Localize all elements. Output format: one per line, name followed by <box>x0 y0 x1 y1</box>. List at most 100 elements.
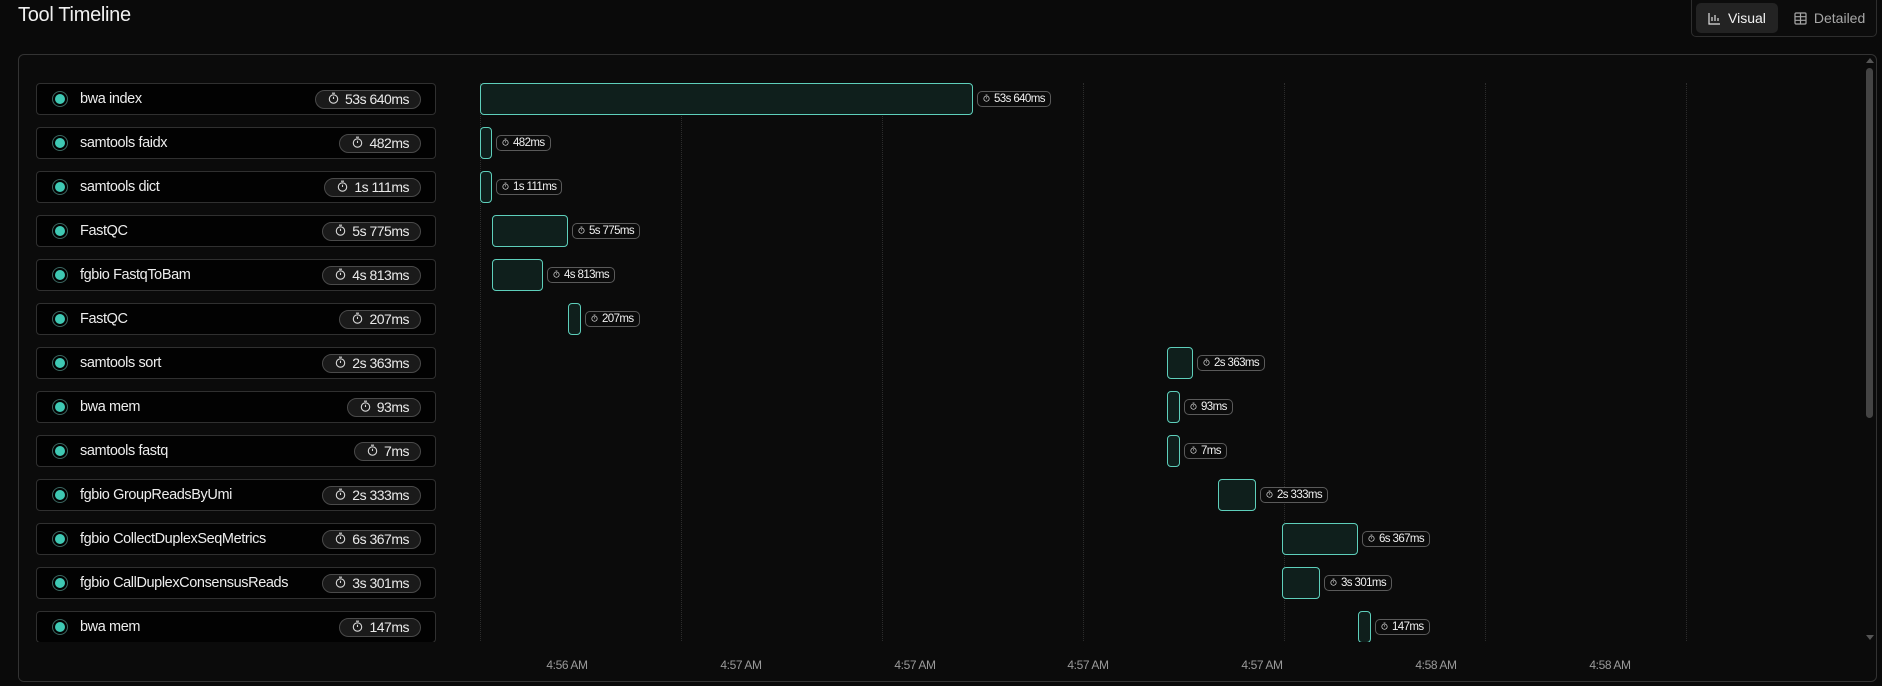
tool-row[interactable]: fgbio GroupReadsByUmi 2s 333ms <box>36 479 436 511</box>
duration-text: 482ms <box>369 135 409 151</box>
stopwatch-icon <box>578 225 585 237</box>
status-complete-icon <box>52 179 68 195</box>
detailed-view-button[interactable]: Detailed <box>1782 3 1877 33</box>
vertical-scrollbar[interactable] <box>1863 55 1876 645</box>
tool-name: fgbio GroupReadsByUmi <box>80 487 232 503</box>
bar-duration-text: 7ms <box>1201 445 1222 457</box>
stopwatch-icon <box>335 223 346 239</box>
duration-text: 6s 367ms <box>352 531 409 547</box>
timeline-bar[interactable] <box>1282 523 1358 555</box>
bar-duration-text: 1s 111ms <box>513 181 557 193</box>
status-complete-icon <box>52 531 68 547</box>
gridline <box>882 83 883 643</box>
duration-text: 2s 363ms <box>352 355 409 371</box>
duration-badge: 147ms <box>339 617 421 637</box>
status-complete-icon <box>52 135 68 151</box>
bar-duration-label: 2s 363ms <box>1197 355 1266 371</box>
stopwatch-icon <box>1190 445 1197 457</box>
timeline-bar[interactable] <box>568 303 581 335</box>
tool-row[interactable]: fgbio FastqToBam 4s 813ms <box>36 259 436 291</box>
status-complete-icon <box>52 267 68 283</box>
duration-badge: 53s 640ms <box>315 89 421 109</box>
stopwatch-icon <box>1368 533 1375 545</box>
tool-row[interactable]: bwa mem 147ms <box>36 611 436 643</box>
duration-badge: 5s 775ms <box>322 221 421 241</box>
duration-badge: 3s 301ms <box>322 573 421 593</box>
timeline-bar[interactable] <box>1218 479 1256 511</box>
status-complete-icon <box>52 355 68 371</box>
tool-name: fgbio FastqToBam <box>80 267 191 283</box>
tool-row[interactable]: bwa index 53s 640ms <box>36 83 436 115</box>
tool-name: fgbio CollectDuplexSeqMetrics <box>80 531 266 547</box>
tool-row[interactable]: samtools dict 1s 111ms <box>36 171 436 203</box>
bar-duration-label: 4s 813ms <box>547 267 616 283</box>
bar-duration-text: 6s 367ms <box>1379 533 1425 545</box>
gridline <box>480 83 481 643</box>
timeline-bar[interactable] <box>480 171 492 203</box>
tool-name: samtools dict <box>80 179 160 195</box>
tool-row[interactable]: FastQC 5s 775ms <box>36 215 436 247</box>
status-complete-icon <box>52 91 68 107</box>
stopwatch-icon <box>352 311 363 327</box>
tool-row[interactable]: fgbio CallDuplexConsensusReads 3s 301ms <box>36 567 436 599</box>
duration-badge: 207ms <box>339 309 421 329</box>
visual-view-button[interactable]: Visual <box>1696 3 1778 33</box>
bar-duration-text: 3s 301ms <box>1341 577 1387 589</box>
status-complete-icon <box>52 311 68 327</box>
timeline-bar[interactable] <box>480 83 973 115</box>
bar-duration-text: 5s 775ms <box>589 225 635 237</box>
timeline-bar[interactable] <box>480 127 492 159</box>
tool-row[interactable]: bwa mem 93ms <box>36 391 436 423</box>
bar-duration-label: 1s 111ms <box>496 179 563 195</box>
status-complete-icon <box>52 399 68 415</box>
status-complete-icon <box>52 575 68 591</box>
stopwatch-icon <box>502 137 509 149</box>
stopwatch-icon <box>328 91 339 107</box>
scroll-up-arrow-icon[interactable] <box>1866 58 1874 63</box>
view-toggle: Visual Detailed <box>1691 0 1877 37</box>
table-icon <box>1794 11 1807 25</box>
scroll-down-arrow-icon[interactable] <box>1866 635 1874 640</box>
gridline <box>1083 83 1084 643</box>
duration-badge: 7ms <box>354 441 421 461</box>
tool-row[interactable]: samtools sort 2s 363ms <box>36 347 436 379</box>
tool-row[interactable]: samtools faidx 482ms <box>36 127 436 159</box>
status-complete-icon <box>52 443 68 459</box>
detailed-view-label: Detailed <box>1813 10 1866 26</box>
stopwatch-icon <box>337 179 348 195</box>
tool-name: bwa index <box>80 91 142 107</box>
status-complete-icon <box>52 487 68 503</box>
stopwatch-icon <box>1203 357 1210 369</box>
tool-name: samtools sort <box>80 355 162 371</box>
timeline-bar[interactable] <box>1167 435 1180 467</box>
timeline-bar[interactable] <box>492 259 543 291</box>
tool-row[interactable]: fgbio CollectDuplexSeqMetrics 6s 367ms <box>36 523 436 555</box>
axis-tick-label: 4:57 AM <box>894 658 936 672</box>
visual-view-label: Visual <box>1728 10 1766 26</box>
bar-duration-label: 482ms <box>496 135 551 151</box>
gridline <box>1485 83 1486 643</box>
stopwatch-icon <box>502 181 509 193</box>
axis-area <box>19 642 1859 681</box>
tool-row[interactable]: FastQC 207ms <box>36 303 436 335</box>
scroll-thumb[interactable] <box>1866 68 1873 418</box>
page-title: Tool Timeline <box>18 4 131 26</box>
timeline-chart: 53s 640ms 482ms 1s 111ms 5s 775ms 4s 813ms 20… <box>19 55 1859 645</box>
axis-tick-label: 4:57 AM <box>1067 658 1109 672</box>
bar-duration-text: 2s 333ms <box>1277 489 1323 501</box>
gridline <box>1284 83 1285 643</box>
bar-chart-icon <box>1708 12 1720 25</box>
bar-duration-label: 207ms <box>585 311 640 327</box>
timeline-panel: 53s 640ms 482ms 1s 111ms 5s 775ms 4s 813ms 20… <box>18 54 1877 682</box>
stopwatch-icon <box>335 267 346 283</box>
bar-duration-text: 207ms <box>602 313 634 325</box>
timeline-bar[interactable] <box>1358 611 1371 643</box>
timeline-bar[interactable] <box>1282 567 1320 599</box>
timeline-bar[interactable] <box>492 215 568 247</box>
tool-row[interactable]: samtools fastq 7ms <box>36 435 436 467</box>
timeline-bar[interactable] <box>1167 347 1193 379</box>
stopwatch-icon <box>553 269 560 281</box>
status-complete-icon <box>52 619 68 635</box>
bar-duration-label: 93ms <box>1184 399 1233 415</box>
timeline-bar[interactable] <box>1167 391 1180 423</box>
